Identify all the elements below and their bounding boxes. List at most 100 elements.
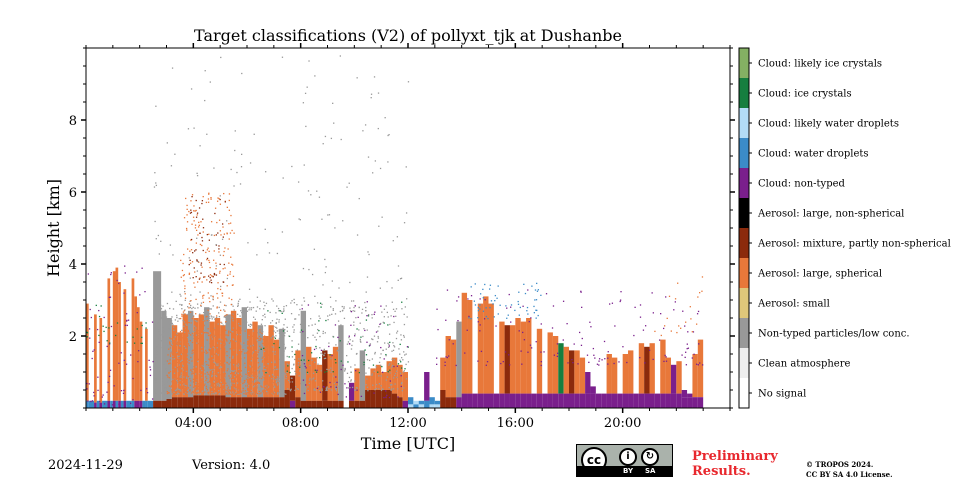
- class-pixel: [668, 295, 671, 297]
- profile-column: [665, 357, 671, 394]
- class-pixel: [146, 391, 149, 394]
- class-pixel: [103, 403, 106, 405]
- class-pixel: [207, 352, 209, 354]
- class-pixel: [281, 349, 283, 351]
- class-pixel: [228, 209, 231, 211]
- class-pixel: [444, 364, 446, 367]
- class-pixel: [209, 365, 211, 367]
- class-pixel: [260, 325, 262, 328]
- class-pixel: [182, 311, 185, 313]
- class-pixel: [238, 328, 240, 331]
- class-pixel: [179, 384, 181, 386]
- class-pixel: [257, 387, 259, 389]
- class-pixel: [194, 330, 196, 332]
- class-pixel: [386, 376, 389, 378]
- class-pixel: [200, 305, 202, 308]
- class-pixel: [227, 386, 230, 388]
- class-pixel: [233, 387, 235, 389]
- class-pixel: [204, 364, 207, 366]
- class-pixel: [175, 349, 177, 352]
- class-pixel: [229, 348, 231, 350]
- profile-base: [370, 390, 376, 408]
- class-pixel: [195, 298, 197, 301]
- class-pixel: [108, 343, 111, 345]
- class-pixel: [216, 392, 219, 394]
- class-pixel: [580, 344, 583, 347]
- class-pixel: [87, 273, 90, 275]
- class-pixel: [204, 70, 206, 72]
- class-pixel: [183, 217, 186, 219]
- class-pixel: [225, 321, 227, 323]
- class-pixel: [178, 352, 181, 354]
- class-pixel: [205, 319, 207, 321]
- class-pixel: [299, 366, 301, 368]
- class-pixel: [235, 372, 237, 374]
- class-pixel: [156, 385, 158, 387]
- class-pixel: [267, 386, 270, 388]
- class-pixel: [208, 259, 210, 262]
- class-pixel: [325, 319, 327, 322]
- class-pixel: [174, 153, 176, 155]
- class-pixel: [518, 330, 520, 332]
- class-pixel: [184, 309, 186, 311]
- class-pixel: [224, 346, 226, 348]
- class-pixel: [190, 304, 192, 307]
- profile-column: [638, 343, 645, 394]
- class-pixel: [221, 292, 223, 294]
- class-pixel: [226, 384, 228, 387]
- class-pixel: [341, 310, 344, 312]
- class-pixel: [195, 373, 197, 375]
- profile-base: [467, 393, 473, 408]
- class-pixel: [221, 354, 223, 356]
- class-pixel: [484, 299, 486, 301]
- attribution-icon: i: [619, 448, 637, 466]
- class-pixel: [202, 392, 205, 394]
- class-pixel: [196, 212, 199, 214]
- class-pixel: [280, 310, 282, 313]
- class-pixel: [340, 347, 342, 350]
- class-pixel: [301, 375, 303, 378]
- class-pixel: [203, 384, 205, 387]
- class-pixel: [236, 354, 238, 356]
- class-pixel: [256, 254, 258, 256]
- class-pixel: [684, 325, 686, 327]
- class-pixel: [157, 330, 160, 332]
- class-pixel: [218, 248, 220, 250]
- class-pixel: [261, 318, 263, 321]
- class-pixel: [356, 387, 358, 389]
- class-pixel: [343, 306, 345, 308]
- class-pixel: [219, 379, 221, 381]
- profile-base: [402, 400, 408, 408]
- class-pixel: [180, 259, 182, 262]
- class-pixel: [316, 302, 319, 304]
- class-pixel: [222, 370, 224, 372]
- class-pixel: [275, 312, 277, 314]
- class-pixel: [255, 371, 257, 373]
- class-pixel: [230, 340, 232, 342]
- class-pixel: [400, 375, 402, 377]
- class-pixel: [324, 332, 326, 334]
- class-pixel: [301, 338, 303, 340]
- profile-base: [638, 393, 645, 408]
- class-pixel: [115, 334, 117, 337]
- class-pixel: [176, 381, 178, 384]
- class-pixel: [214, 393, 216, 395]
- class-pixel: [166, 142, 168, 144]
- class-pixel: [352, 300, 355, 302]
- class-pixel: [348, 376, 351, 379]
- class-pixel: [212, 381, 214, 383]
- class-pixel: [477, 317, 479, 319]
- class-pixel: [195, 340, 197, 343]
- class-pixel: [130, 354, 132, 356]
- class-pixel: [161, 378, 163, 380]
- class-pixel: [477, 321, 479, 323]
- class-pixel: [663, 360, 665, 363]
- class-pixel: [215, 354, 217, 356]
- class-pixel: [217, 197, 219, 199]
- class-pixel: [180, 340, 182, 342]
- class-pixel: [534, 299, 536, 301]
- class-pixel: [260, 341, 262, 344]
- profile-base: [316, 400, 323, 408]
- class-pixel: [262, 391, 265, 393]
- profile-base: [676, 393, 682, 408]
